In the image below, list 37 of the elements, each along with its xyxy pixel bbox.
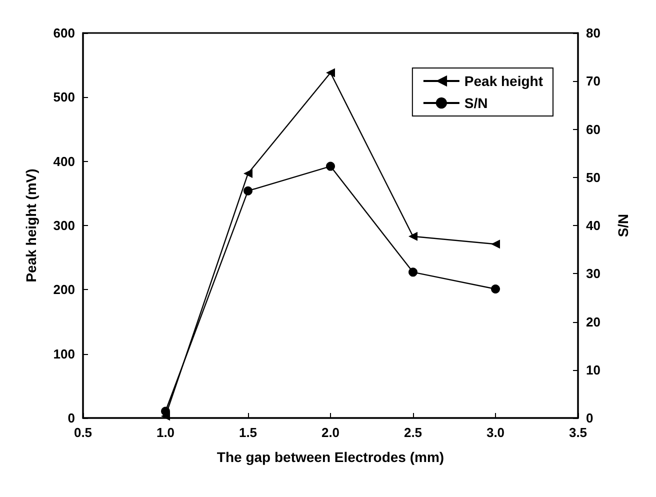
x-tick-label: 1.0	[156, 425, 175, 440]
point	[244, 186, 252, 196]
y2-axis-title: S/N	[615, 214, 631, 238]
point	[244, 169, 252, 178]
point	[491, 284, 500, 294]
y2-tick-label: 60	[586, 122, 600, 137]
point	[491, 240, 500, 249]
x-tick-label: 1.5	[238, 425, 258, 440]
x-tick-label: 2.5	[404, 425, 422, 440]
y2-tick-label: 0	[586, 410, 594, 426]
x-tick-label: 3.5	[568, 425, 588, 440]
y-tick-label: 300	[53, 218, 75, 233]
y-tick-label: 200	[53, 282, 75, 298]
y2-tick-label: 70	[586, 74, 600, 89]
x-axis-title: The gap between Electrodes (mm)	[216, 449, 444, 465]
y-tick-label: 100	[53, 346, 75, 362]
point	[326, 68, 335, 78]
y-tick-label: 400	[53, 154, 75, 169]
point	[326, 162, 335, 171]
point	[408, 268, 418, 277]
y2-tick-label: 10	[586, 362, 600, 378]
y-tick-label: 600	[53, 26, 75, 40]
x-tick-label: 0.5	[74, 425, 92, 440]
legend-label: S/N	[464, 95, 488, 111]
y2-tick-label: 40	[586, 218, 600, 233]
y2-tick-label: 50	[586, 170, 600, 185]
y-axis-title: Peak height (mV)	[23, 168, 39, 282]
y2-tick-label: 20	[586, 314, 600, 330]
x-tick-label: 2.0	[321, 425, 340, 440]
legend-label: Peak height	[464, 73, 544, 89]
x-tick-label: 3.0	[486, 425, 505, 440]
y2-tick-label: 80	[586, 26, 600, 40]
y2-tick-label: 30	[586, 266, 600, 282]
point	[161, 406, 170, 416]
y-tick-label: 500	[53, 90, 75, 105]
point	[408, 232, 418, 241]
y-tick-label: 0	[68, 410, 75, 426]
